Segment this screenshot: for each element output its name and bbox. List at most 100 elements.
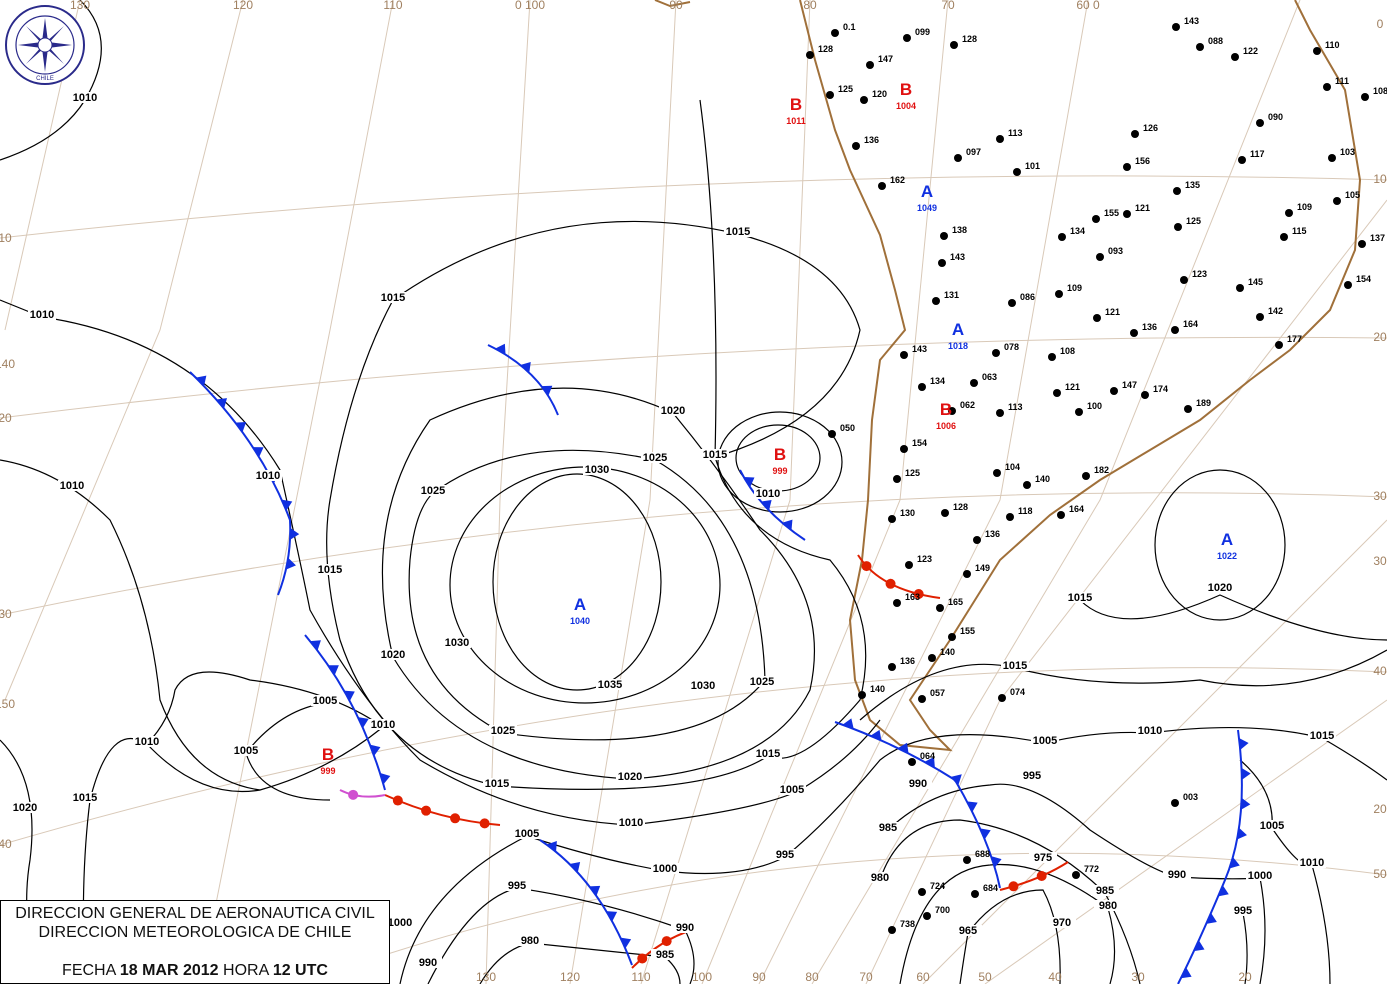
station-pressure: 113 (1008, 128, 1023, 138)
station-pressure: 122 (1243, 46, 1258, 56)
station-circle (1093, 314, 1101, 322)
station-pressure: 700 (935, 905, 950, 915)
coordinate-label: 40 (0, 837, 12, 851)
isobar-labels: 1010 1015 1015 1010 1010 1020 1025 1030 1025 1015… (11, 92, 1336, 969)
station-circle (918, 888, 926, 896)
station-pressure: 143 (1184, 16, 1199, 26)
station-circle (1313, 47, 1321, 55)
station-pressure: 147 (1122, 380, 1137, 390)
isobar-label: 1025 (643, 452, 667, 464)
coordinate-label: 20 (1373, 330, 1387, 344)
station-circle (1092, 215, 1100, 223)
isobar-label: 1025 (421, 485, 445, 497)
station-pressure: 109 (1297, 202, 1312, 212)
cold-front (539, 839, 633, 966)
coordinate-label: 60 0 (1076, 0, 1100, 12)
station-pressure: 090 (1268, 112, 1283, 122)
isobar-label: 1015 (703, 449, 727, 461)
station-pressure: 118 (1018, 506, 1033, 516)
station-circle (1196, 43, 1204, 51)
coordinate-label: 50 (978, 970, 992, 984)
cold-front-triangle (546, 841, 557, 852)
station-plots: 0.1 128 147 099 128 125 120 136 113 097 101 162 126 1… (806, 16, 1387, 934)
station-circle (1072, 871, 1080, 879)
cold-front-triangle (924, 756, 935, 768)
cold-front (1177, 729, 1243, 984)
station-circle (903, 34, 911, 42)
station-circle (1236, 284, 1244, 292)
cold-front (189, 371, 292, 596)
station-pressure: 165 (948, 597, 963, 607)
station-pressure: 120 (872, 89, 887, 99)
isobar-label: 995 (1023, 770, 1041, 782)
coordinate-label: 90 (669, 0, 683, 12)
warm-front-semicircle (392, 795, 403, 806)
coordinate-label: 40 (1373, 664, 1387, 678)
station-pressure: 128 (962, 34, 977, 44)
cold-front (739, 469, 806, 541)
station-circle (932, 297, 940, 305)
high-pressure-center: A (574, 595, 586, 614)
cold-front-triangle (782, 519, 793, 531)
station-pressure: 149 (975, 563, 990, 573)
isobar-label: 1030 (691, 680, 715, 692)
station-circle (1055, 290, 1063, 298)
station-pressure: 143 (912, 344, 927, 354)
isobar-label: 1025 (491, 725, 515, 737)
isobar-label: 1015 (1003, 660, 1027, 672)
station-pressure: 135 (1185, 180, 1200, 190)
station-pressure: 174 (1153, 384, 1168, 394)
isobar-label: 1015 (1068, 592, 1092, 604)
coordinate-label: 20 (1373, 802, 1387, 816)
cold-front-triangle (620, 937, 632, 949)
station-pressure: 117 (1250, 149, 1265, 159)
station-circle (1280, 233, 1288, 241)
cold-front (304, 634, 386, 791)
coordinate-label: 20 (0, 411, 12, 425)
isobar-label: 995 (1234, 905, 1252, 917)
station-pressure: 156 (1135, 156, 1150, 166)
isobar-label: 1010 (756, 488, 780, 500)
station-circle (1275, 341, 1283, 349)
station-circle (1344, 281, 1352, 289)
dmc-logo: CHILE (4, 4, 86, 86)
station-pressure: 162 (890, 175, 905, 185)
coordinate-label: 10 (1373, 172, 1387, 186)
station-circle (1285, 209, 1293, 217)
station-circle (1256, 313, 1264, 321)
cold-front-triangle (252, 447, 264, 458)
station-pressure: 164 (1069, 504, 1084, 514)
station-pressure: 003 (1183, 792, 1198, 802)
station-circle (1238, 156, 1246, 164)
cold-front-triangle (495, 343, 506, 355)
station-circle (888, 663, 896, 671)
isobar-label: 1005 (234, 745, 258, 757)
cold-front-triangle (216, 398, 227, 409)
station-circle (996, 135, 1004, 143)
coordinate-label: 30 (1373, 554, 1387, 568)
coordinate-label: 130 (70, 0, 90, 12)
station-pressure: 163 (905, 592, 920, 602)
isobar-label: 1000 (388, 917, 412, 929)
station-pressure: 110 (1325, 40, 1340, 50)
coordinate-label: 30 (0, 607, 12, 621)
isobar-label: 990 (1168, 869, 1186, 881)
cold-front-triangle (950, 774, 962, 786)
station-circle (1172, 23, 1180, 31)
station-circle (1058, 233, 1066, 241)
station-pressure: 050 (840, 423, 855, 433)
cold-front-triangle (1218, 885, 1229, 897)
station-pressure: 164 (1183, 319, 1198, 329)
station-pressure: 115 (1292, 226, 1307, 236)
cold-front-triangle (1238, 737, 1249, 750)
fronts (189, 343, 1251, 984)
station-circle (1006, 513, 1014, 521)
coordinate-label: 60 (916, 970, 930, 984)
station-circle (1323, 83, 1331, 91)
station-pressure: 123 (917, 554, 932, 564)
cold-front-triangle (1206, 912, 1217, 924)
isobar-label: 1005 (1260, 820, 1284, 832)
station-circle (1008, 299, 1016, 307)
station-circle (888, 515, 896, 523)
